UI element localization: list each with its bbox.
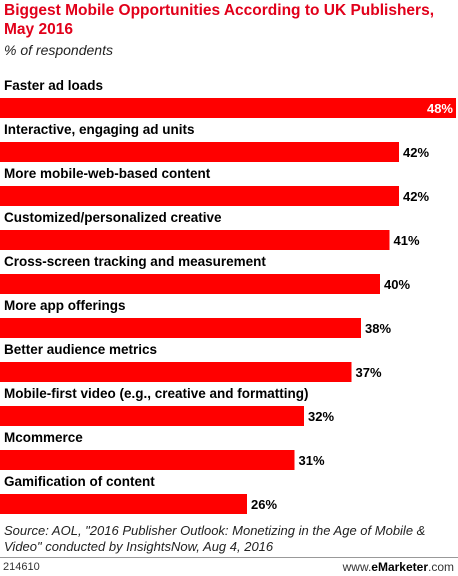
chart-id: 214610 xyxy=(3,561,40,573)
category-label: Customized/personalized creative xyxy=(4,210,222,225)
value-label: 42% xyxy=(403,145,429,160)
bar xyxy=(0,362,352,382)
category-label: Cross-screen tracking and measurement xyxy=(4,254,266,269)
bar xyxy=(0,318,361,338)
bar-chart: Faster ad loads 48% Interactive, engaging … xyxy=(0,78,456,514)
bar xyxy=(0,230,390,250)
chart-subtitle: % of respondents xyxy=(4,42,113,58)
category-label: Better audience metrics xyxy=(4,342,157,357)
category-label: More app offerings xyxy=(4,298,126,313)
value-label: 40% xyxy=(384,277,410,292)
value-label: 48% xyxy=(427,101,453,116)
bar xyxy=(0,494,247,514)
footer-divider xyxy=(0,557,458,558)
category-label: Gamification of content xyxy=(4,474,155,489)
bar xyxy=(0,406,304,426)
brand-logo: www.eMarketer.com xyxy=(342,560,454,574)
bar xyxy=(0,186,399,206)
chart-title: Biggest Mobile Opportunities According t… xyxy=(4,2,435,38)
source-note: Source: AOL, "2016 Publisher Outlook: Mo… xyxy=(4,523,426,554)
value-label: 42% xyxy=(403,189,429,204)
bar xyxy=(0,98,456,118)
bar xyxy=(0,450,295,470)
category-label: More mobile-web-based content xyxy=(4,166,211,181)
category-label: Mcommerce xyxy=(4,430,83,445)
value-label: 41% xyxy=(394,233,420,248)
category-label: Interactive, engaging ad units xyxy=(4,122,195,137)
category-label: Faster ad loads xyxy=(4,78,103,93)
bar xyxy=(0,142,399,162)
bar xyxy=(0,274,380,294)
category-label: Mobile-first video (e.g., creative and f… xyxy=(4,386,309,401)
value-label: 32% xyxy=(308,409,334,424)
value-label: 37% xyxy=(356,365,382,380)
value-label: 38% xyxy=(365,321,391,336)
value-label: 31% xyxy=(299,453,325,468)
value-label: 26% xyxy=(251,497,277,512)
